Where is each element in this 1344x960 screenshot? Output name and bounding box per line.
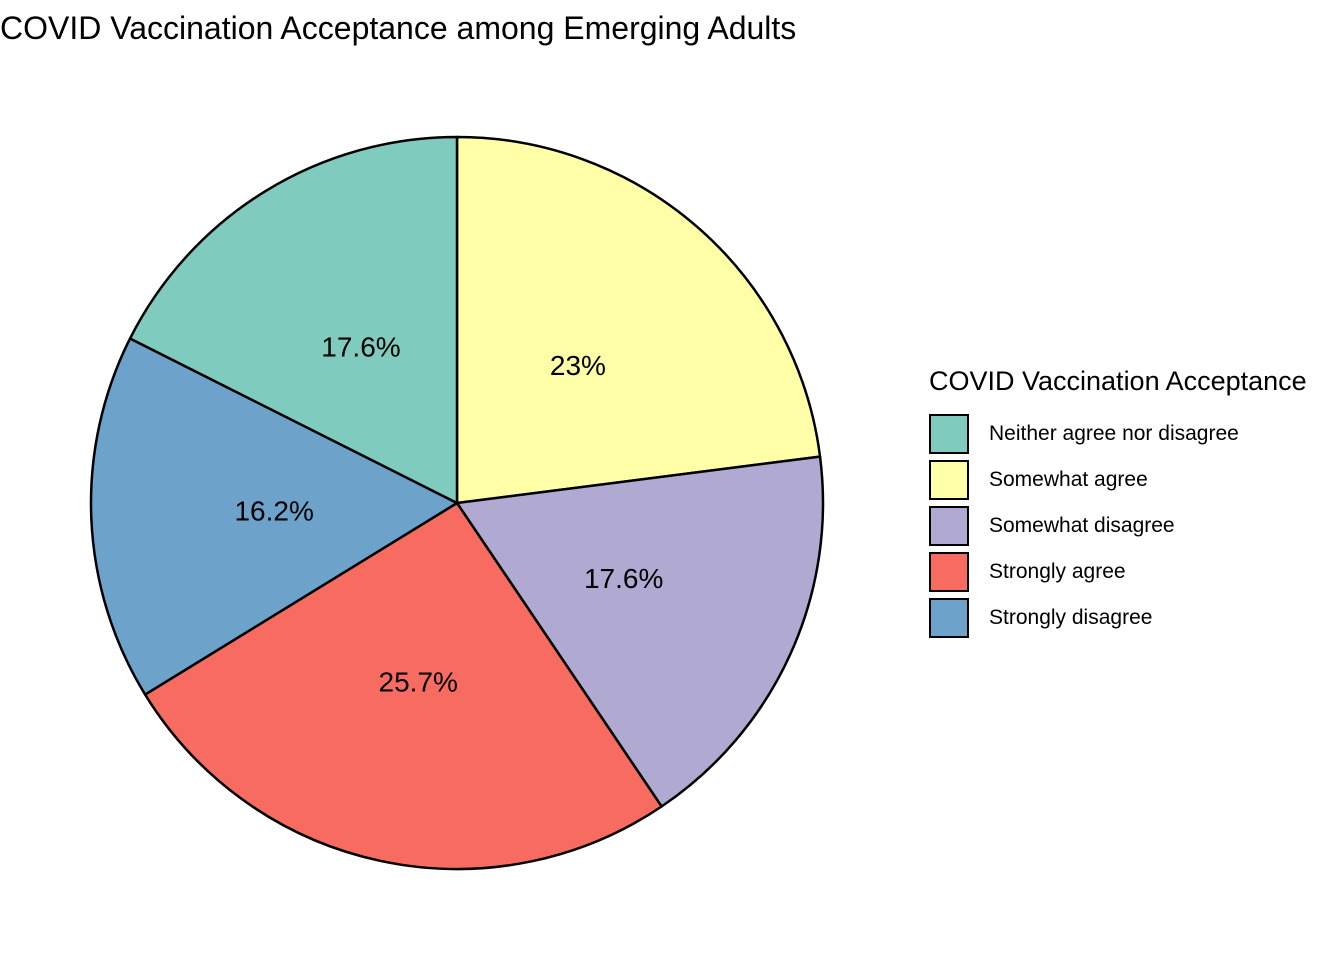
legend-label: Neither agree nor disagree	[989, 422, 1239, 445]
slice-label-strongly-disagree: 16.2%	[234, 495, 313, 526]
legend-label: Strongly disagree	[989, 606, 1153, 629]
legend-item-somewhat-agree: Somewhat agree	[929, 457, 1307, 503]
legend: COVID Vaccination Acceptance Neither agr…	[929, 366, 1307, 641]
legend-item-neither-agree-nor-disagree: Neither agree nor disagree	[929, 411, 1307, 457]
chart-title: COVID Vaccination Acceptance among Emerg…	[0, 10, 797, 46]
legend-swatch	[929, 460, 969, 500]
legend-label: Somewhat agree	[989, 468, 1148, 491]
pie-slice-strongly-agree	[143, 501, 663, 871]
pie-chart: 23% 17.6% 25.7% 16.2% 17.6%	[89, 135, 825, 871]
legend-title: COVID Vaccination Acceptance	[929, 366, 1307, 396]
legend-items: Neither agree nor disagree Somewhat agree…	[929, 411, 1307, 641]
slice-label-somewhat-disagree: 17.6%	[584, 563, 663, 594]
pie-slice-strongly-disagree	[89, 337, 459, 696]
legend-swatch	[929, 598, 969, 638]
legend-swatch	[929, 506, 969, 546]
pie-slice-somewhat-disagree	[455, 455, 825, 808]
legend-label: Somewhat disagree	[989, 514, 1175, 537]
legend-item-strongly-agree: Strongly agree	[929, 549, 1307, 595]
legend-label: Strongly agree	[989, 560, 1126, 583]
legend-swatch	[929, 552, 969, 592]
slice-label-neither-agree-nor-disagree: 17.6%	[321, 332, 400, 363]
legend-swatch	[929, 414, 969, 454]
pie-slice-neither-agree-nor-disagree	[128, 135, 459, 505]
slice-label-somewhat-agree: 23%	[550, 350, 606, 381]
slice-label-strongly-agree: 25.7%	[379, 666, 458, 697]
pie-slice-somewhat-agree	[455, 135, 822, 505]
legend-item-somewhat-disagree: Somewhat disagree	[929, 503, 1307, 549]
legend-item-strongly-disagree: Strongly disagree	[929, 595, 1307, 641]
